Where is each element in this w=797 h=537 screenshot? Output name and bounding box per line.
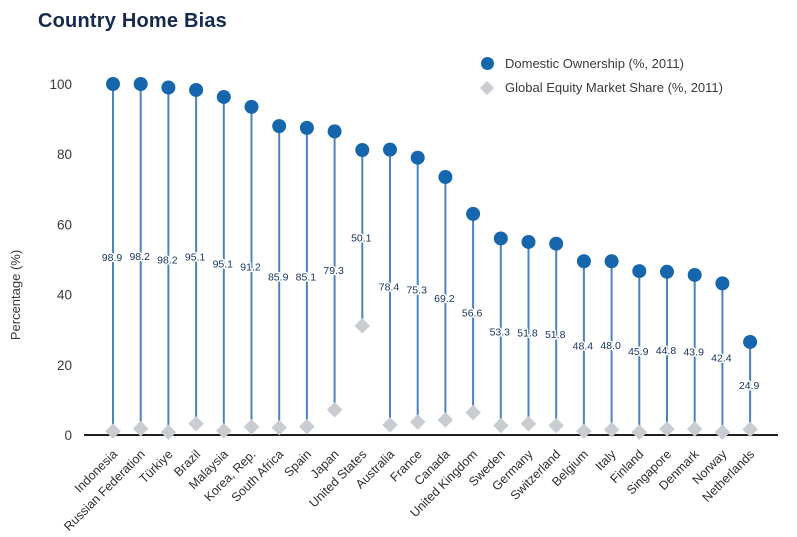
market-share-diamond bbox=[520, 415, 537, 432]
domestic-ownership-dot bbox=[299, 120, 314, 135]
domestic-ownership-dot bbox=[715, 276, 730, 291]
domestic-ownership-dot bbox=[327, 124, 342, 139]
domestic-ownership-dot bbox=[632, 264, 647, 279]
domestic-ownership-dot bbox=[576, 254, 591, 269]
market-share-diamond bbox=[548, 417, 564, 434]
market-share-diamond bbox=[409, 414, 426, 430]
bias-value-label: 98.9 bbox=[102, 252, 123, 264]
domestic-ownership-dot bbox=[216, 89, 231, 104]
x-tick-label: Spain bbox=[282, 447, 315, 480]
y-tick-label: 0 bbox=[64, 428, 72, 443]
bias-value-label: 51.8 bbox=[517, 327, 538, 339]
market-share-diamond bbox=[382, 417, 398, 433]
y-tick-label: 60 bbox=[57, 217, 72, 232]
bias-value-label: 85.1 bbox=[296, 272, 317, 284]
market-share-diamond bbox=[188, 415, 204, 432]
domestic-ownership-dot bbox=[493, 231, 508, 246]
bias-value-label: 75.3 bbox=[406, 284, 427, 296]
bias-value-label: 91.2 bbox=[240, 261, 261, 273]
market-share-diamond bbox=[271, 419, 287, 436]
bias-value-label: 43.9 bbox=[683, 346, 704, 358]
chart-legend: Domestic Ownership (%, 2011) Global Equi… bbox=[479, 56, 723, 95]
domestic-ownership-dot bbox=[133, 77, 148, 91]
market-share-diamond-icon bbox=[479, 80, 495, 95]
domestic-ownership-dot bbox=[410, 150, 425, 165]
legend-item-domestic: Domestic Ownership (%, 2011) bbox=[480, 56, 723, 71]
domestic-ownership-dot bbox=[189, 82, 204, 97]
market-share-diamond bbox=[132, 420, 149, 437]
domestic-ownership-dot bbox=[687, 267, 702, 282]
bias-value-label: 85.9 bbox=[268, 271, 289, 283]
bias-value-label: 79.3 bbox=[323, 265, 344, 277]
market-share-diamond bbox=[714, 424, 731, 440]
domestic-ownership-dot bbox=[106, 77, 120, 91]
y-axis-label: Percentage (%) bbox=[8, 250, 23, 340]
market-share-diamond bbox=[437, 412, 454, 428]
bias-value-label: 69.2 bbox=[434, 293, 455, 305]
domestic-ownership-dot bbox=[466, 206, 481, 221]
chart-title: Country Home Bias bbox=[38, 10, 227, 32]
market-share-diamond bbox=[299, 418, 315, 435]
y-tick-label: 40 bbox=[57, 288, 72, 303]
bias-value-label: 56.6 bbox=[462, 308, 483, 320]
bias-value-label: 44.8 bbox=[656, 345, 677, 357]
domestic-ownership-dot bbox=[438, 170, 453, 185]
bias-value-label: 53.3 bbox=[490, 326, 511, 338]
market-share-diamond bbox=[216, 423, 232, 439]
market-share-diamond bbox=[160, 424, 177, 440]
domestic-ownership-dot bbox=[549, 236, 564, 251]
legend-label-market-share: Global Equity Market Share (%, 2011) bbox=[505, 80, 723, 95]
bias-value-label: 45.9 bbox=[628, 346, 649, 358]
market-share-diamond bbox=[576, 423, 592, 439]
bias-value-label: 24.9 bbox=[739, 380, 760, 392]
market-share-diamond bbox=[105, 423, 121, 439]
market-share-diamond bbox=[493, 417, 509, 434]
bias-value-label: 98.2 bbox=[129, 251, 150, 263]
domestic-ownership-dot bbox=[743, 334, 758, 349]
bias-value-label: 42.4 bbox=[711, 352, 732, 364]
bias-value-label: 95.1 bbox=[213, 258, 234, 270]
y-tick-label: 20 bbox=[57, 358, 72, 373]
bias-value-label: 78.4 bbox=[379, 282, 400, 294]
domestic-ownership-dot bbox=[244, 99, 259, 114]
market-share-diamond bbox=[326, 401, 343, 418]
bias-value-label: 50.1 bbox=[351, 232, 372, 244]
legend-label-domestic: Domestic Ownership (%, 2011) bbox=[505, 56, 684, 71]
bias-value-label: 48.4 bbox=[573, 341, 594, 353]
bias-value-label: 98.2 bbox=[157, 254, 178, 266]
bias-value-label: 51.8 bbox=[545, 329, 566, 341]
domestic-ownership-dot bbox=[383, 142, 397, 157]
bias-value-label: 48.0 bbox=[600, 340, 621, 352]
legend-item-market-share: Global Equity Market Share (%, 2011) bbox=[479, 80, 723, 95]
market-share-diamond bbox=[354, 318, 371, 334]
market-share-diamond bbox=[243, 419, 260, 435]
domestic-ownership-dot bbox=[604, 254, 619, 269]
bias-value-label: 95.1 bbox=[185, 251, 206, 263]
market-share-diamond bbox=[631, 424, 648, 440]
domestic-ownership-dot bbox=[161, 80, 176, 95]
domestic-ownership-dot bbox=[660, 264, 674, 279]
domestic-ownership-dot bbox=[521, 234, 536, 249]
y-tick-label: 80 bbox=[57, 147, 72, 162]
market-share-diamond bbox=[465, 404, 481, 421]
domestic-ownership-dot bbox=[355, 142, 370, 157]
y-tick-label: 100 bbox=[49, 77, 72, 92]
domestic-ownership-dot bbox=[272, 119, 287, 134]
domestic-circle-icon bbox=[480, 57, 494, 71]
